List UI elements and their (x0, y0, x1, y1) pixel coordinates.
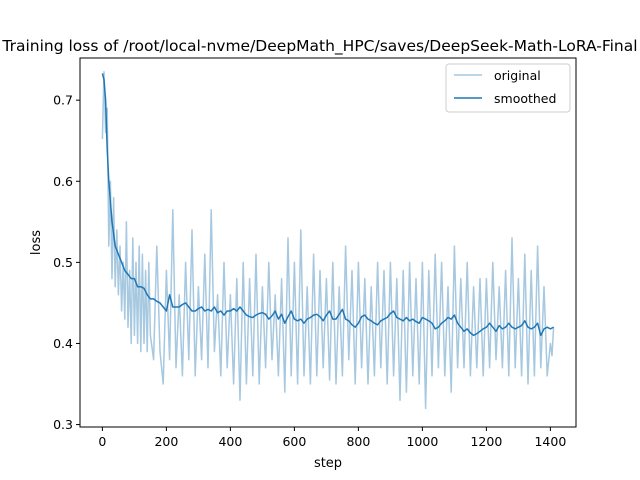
y-tick-label: 0.7 (53, 93, 73, 108)
chart-title: Training loss of /root/local-nvme/DeepMa… (1, 37, 637, 56)
y-tick-label: 0.3 (53, 417, 73, 432)
legend: original smoothed (445, 63, 571, 113)
x-tick-label: 400 (218, 434, 242, 449)
legend-label-original: original (494, 68, 541, 83)
plot-area (101, 71, 555, 410)
x-tick-label: 1000 (406, 434, 438, 449)
x-tick-label: 600 (282, 434, 306, 449)
x-axis-label: step (314, 456, 342, 471)
y-axis: 0.3 0.4 0.5 0.6 0.7 (53, 93, 80, 432)
y-tick-label: 0.4 (53, 336, 73, 351)
legend-label-smoothed: smoothed (494, 91, 556, 106)
x-tick-label: 1400 (534, 434, 566, 449)
x-tick-label: 1200 (470, 434, 502, 449)
y-tick-label: 0.5 (53, 255, 73, 270)
x-axis: 0 200 400 600 800 1000 1200 1400 (98, 427, 566, 449)
x-tick-label: 800 (346, 434, 370, 449)
legend-box (445, 63, 571, 113)
series-line-smoothed (101, 73, 554, 337)
y-tick-label: 0.6 (53, 174, 73, 189)
x-tick-label: 0 (98, 434, 106, 449)
x-tick-label: 200 (154, 434, 178, 449)
y-axis-label: loss (29, 230, 44, 255)
series-line-original (101, 71, 555, 410)
axes-frame (79, 57, 577, 428)
